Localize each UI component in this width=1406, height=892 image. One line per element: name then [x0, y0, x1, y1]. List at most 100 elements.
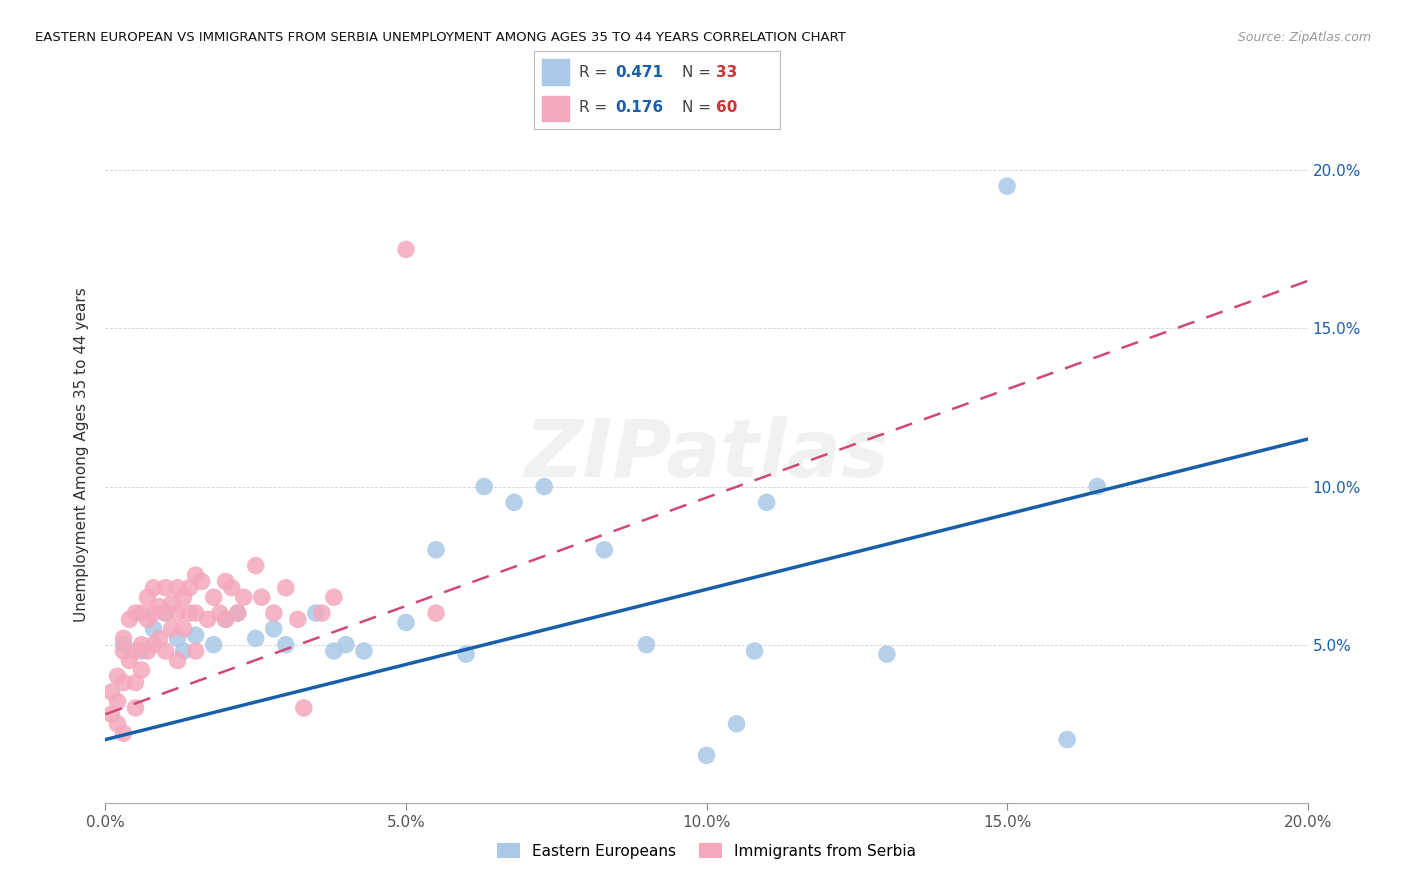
Point [1056, 732, 1078, 747]
Point [107, 695, 129, 709]
Text: 60: 60 [716, 100, 738, 115]
Point [112, 675, 135, 690]
Point [995, 179, 1018, 194]
Point [100, 707, 122, 722]
Point [395, 615, 418, 630]
Text: R =: R = [579, 64, 612, 79]
Point [124, 606, 146, 620]
Point [725, 716, 748, 731]
Point [142, 622, 165, 636]
Point [503, 495, 526, 509]
Point [755, 495, 778, 509]
Point [112, 644, 135, 658]
Point [202, 591, 225, 605]
Point [274, 581, 297, 595]
Point [287, 612, 309, 626]
Text: N =: N = [682, 100, 716, 115]
Point [142, 606, 165, 620]
Point [184, 568, 207, 582]
Point [311, 606, 333, 620]
Point [245, 632, 267, 646]
Point [263, 622, 285, 636]
Point [353, 644, 375, 658]
Point [173, 622, 195, 636]
Text: EASTERN EUROPEAN VS IMMIGRANTS FROM SERBIA UNEMPLOYMENT AMONG AGES 35 TO 44 YEAR: EASTERN EUROPEAN VS IMMIGRANTS FROM SERB… [35, 31, 846, 45]
Point [107, 716, 129, 731]
Text: 0.176: 0.176 [616, 100, 664, 115]
Point [155, 581, 177, 595]
Legend: Eastern Europeans, Immigrants from Serbia: Eastern Europeans, Immigrants from Serbi… [491, 837, 922, 864]
Point [124, 675, 146, 690]
Point [166, 581, 188, 595]
Point [118, 653, 141, 667]
Point [173, 591, 195, 605]
Bar [541, 60, 568, 85]
Point [322, 591, 344, 605]
Point [142, 581, 165, 595]
Point [107, 669, 129, 683]
Point [131, 663, 153, 677]
Point [245, 558, 267, 573]
Point [179, 606, 201, 620]
Point [184, 628, 207, 642]
Point [166, 653, 188, 667]
Point [395, 243, 418, 257]
Point [197, 612, 219, 626]
Point [136, 644, 159, 658]
Point [155, 606, 177, 620]
Point [124, 701, 146, 715]
Point [142, 638, 165, 652]
Point [112, 632, 135, 646]
Point [274, 638, 297, 652]
Point [1085, 479, 1108, 493]
Point [425, 606, 447, 620]
Point [131, 644, 153, 658]
Point [166, 632, 188, 646]
Point [148, 632, 170, 646]
Point [214, 574, 236, 589]
Point [226, 606, 249, 620]
Point [136, 591, 159, 605]
Text: N =: N = [682, 64, 716, 79]
Point [118, 612, 141, 626]
Point [322, 644, 344, 658]
Point [100, 685, 122, 699]
Point [744, 644, 766, 658]
Point [184, 644, 207, 658]
Point [214, 612, 236, 626]
Text: ZIPatlas: ZIPatlas [524, 416, 889, 494]
Y-axis label: Unemployment Among Ages 35 to 44 years: Unemployment Among Ages 35 to 44 years [75, 287, 90, 623]
Point [250, 591, 273, 605]
Point [335, 638, 357, 652]
Point [876, 647, 898, 661]
Text: Source: ZipAtlas.com: Source: ZipAtlas.com [1237, 31, 1371, 45]
Point [173, 644, 195, 658]
Point [202, 638, 225, 652]
Point [155, 644, 177, 658]
Point [136, 612, 159, 626]
Point [208, 606, 231, 620]
Point [131, 606, 153, 620]
Point [226, 606, 249, 620]
Point [533, 479, 555, 493]
Point [160, 597, 183, 611]
Point [593, 542, 616, 557]
Point [454, 647, 477, 661]
Bar [541, 95, 568, 120]
Point [124, 644, 146, 658]
Text: R =: R = [579, 100, 612, 115]
Point [472, 479, 495, 493]
Text: 0.471: 0.471 [616, 64, 664, 79]
Point [190, 574, 212, 589]
Point [148, 599, 170, 614]
Point [155, 606, 177, 620]
Point [292, 701, 315, 715]
Point [263, 606, 285, 620]
Point [184, 606, 207, 620]
Point [696, 748, 718, 763]
Text: 33: 33 [716, 64, 738, 79]
Point [160, 622, 183, 636]
Point [636, 638, 658, 652]
Point [305, 606, 328, 620]
Point [221, 581, 243, 595]
